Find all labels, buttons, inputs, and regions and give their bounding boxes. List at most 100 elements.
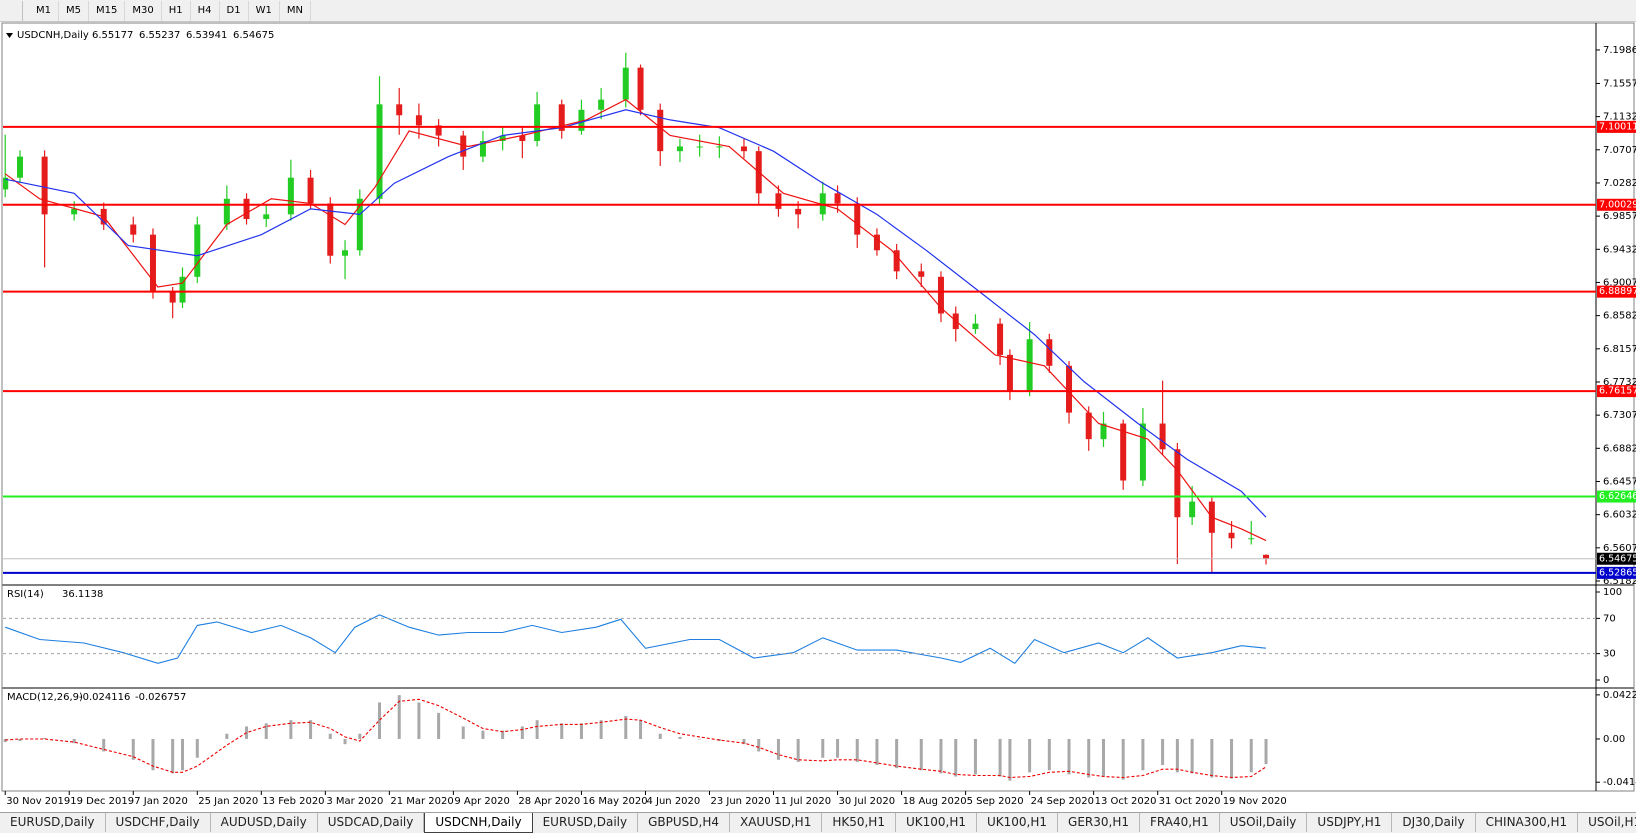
candle-body xyxy=(243,198,250,220)
macd-bar xyxy=(520,726,524,739)
macd-bar xyxy=(3,738,7,743)
candle-body xyxy=(893,250,900,272)
y-tick-label: 7.11325 xyxy=(1603,112,1636,123)
chart-tab[interactable]: CHINA300,H1 xyxy=(1476,813,1579,832)
candle-body xyxy=(716,146,723,148)
macd-bar xyxy=(151,738,155,771)
timeframe-button[interactable]: M5 xyxy=(59,0,89,21)
candle-body xyxy=(1085,412,1092,440)
y-tick-label: 6.81575 xyxy=(1603,344,1636,355)
chart-tab[interactable]: FRA40,H1 xyxy=(1140,813,1220,832)
macd-bar xyxy=(939,738,943,774)
chart-tab[interactable]: UK100,H1 xyxy=(896,813,977,832)
y-tick-label: 6.60325 xyxy=(1603,510,1636,521)
y-tick-label: 6.56075 xyxy=(1603,543,1636,554)
candle-body xyxy=(598,99,605,110)
y-tick-label: 0.042275 xyxy=(1603,690,1636,701)
chart-tab[interactable]: UK100,H1 xyxy=(977,813,1059,832)
chart-tab[interactable]: USDJPY,H1 xyxy=(1307,813,1393,832)
level-label: 7.10011 xyxy=(1599,121,1636,132)
candle-body xyxy=(997,323,1004,355)
chart-tab[interactable]: DJ30,Daily xyxy=(1392,813,1476,832)
macd-bar xyxy=(417,702,421,739)
macd-bar xyxy=(1028,738,1032,773)
level-label: 7.00029 xyxy=(1599,199,1636,210)
macd-bar xyxy=(875,738,879,766)
chart-tab[interactable]: AUDUSD,Daily xyxy=(211,813,318,832)
chart-tab[interactable]: USDCNH,Daily xyxy=(424,813,533,833)
macd-bar xyxy=(954,738,958,777)
candle-body xyxy=(342,250,349,256)
candle-body xyxy=(834,193,841,204)
moving-average xyxy=(5,109,1267,518)
y-tick-label: 7.19865 xyxy=(1603,45,1636,56)
toolbar-icon[interactable] xyxy=(0,0,23,21)
candle-body xyxy=(1026,339,1033,392)
timeframe-button[interactable]: D1 xyxy=(220,0,249,21)
candle-body xyxy=(1228,532,1235,539)
chart-tab[interactable]: XAUUSD,H1 xyxy=(730,813,823,832)
y-tick-label: -0.04148 xyxy=(1603,777,1636,788)
macd-bar xyxy=(437,712,441,739)
ohlc-value: 6.53941 xyxy=(186,30,227,41)
candle-body xyxy=(775,193,782,209)
macd-bar xyxy=(1210,738,1214,778)
symbol-menu-icon[interactable] xyxy=(6,33,13,38)
y-tick-label: 7.02825 xyxy=(1603,178,1636,189)
timeframe-button[interactable]: MN xyxy=(280,0,311,21)
candle-body xyxy=(223,198,230,225)
macd-bar xyxy=(181,738,185,771)
candle-body xyxy=(16,156,23,178)
macd-bar xyxy=(171,738,175,774)
x-tick-label: 5 Sep 2020 xyxy=(967,796,1024,807)
macd-bar xyxy=(579,723,583,739)
timeframe-button[interactable]: M1 xyxy=(29,0,59,21)
y-tick-label: 6.85825 xyxy=(1603,311,1636,322)
candle-body xyxy=(169,292,176,303)
timeframe-button[interactable]: H1 xyxy=(162,0,191,21)
indicator-title: MACD(12,26,9) xyxy=(7,692,83,703)
timeframe-button[interactable]: W1 xyxy=(249,0,280,21)
timeframe-button[interactable]: M15 xyxy=(89,0,126,21)
macd-bar xyxy=(658,733,662,739)
candle-body xyxy=(287,177,294,215)
y-tick-label: 0.00 xyxy=(1603,734,1625,745)
candle-body xyxy=(327,203,334,256)
y-tick-label: 7.15575 xyxy=(1603,78,1636,89)
timeframe-button[interactable]: M30 xyxy=(125,0,162,21)
chart-tab[interactable]: GBPUSD,H4 xyxy=(638,813,730,832)
x-tick-label: 4 Jun 2020 xyxy=(646,796,700,807)
macd-bar xyxy=(973,738,977,775)
indicator-value: -0.026757 xyxy=(135,692,186,703)
chart-tab[interactable]: USDCHF,Daily xyxy=(106,813,211,832)
chart-tab[interactable]: EURUSD,Daily xyxy=(533,813,639,832)
macd-bar xyxy=(678,736,682,739)
y-tick-label: 6.68825 xyxy=(1603,443,1636,454)
candle-body xyxy=(3,177,9,190)
chart-tab[interactable]: USDCAD,Daily xyxy=(318,813,425,832)
macd-bar xyxy=(919,738,923,771)
candle-body xyxy=(396,104,403,116)
chart-tab[interactable]: USOil,H1 xyxy=(1578,813,1636,832)
rsi-line xyxy=(5,614,1267,665)
level-tag xyxy=(1597,566,1636,579)
chart-tab[interactable]: EURUSD,Daily xyxy=(0,813,106,832)
macd-bar xyxy=(343,738,347,745)
x-tick-label: 3 Mar 2020 xyxy=(326,796,383,807)
macd-bar xyxy=(18,738,22,742)
y-tick-label: 6.51825 xyxy=(1603,576,1636,587)
chart-tab[interactable]: USOil,Daily xyxy=(1220,813,1308,832)
x-tick-label: 18 Aug 2020 xyxy=(903,796,967,807)
level-tag xyxy=(1597,198,1636,211)
x-tick-label: 25 Jan 2020 xyxy=(198,796,258,807)
moving-average xyxy=(4,98,1267,542)
ohlc-value: 6.55177 xyxy=(92,30,133,41)
chart-tab[interactable]: GER30,H1 xyxy=(1058,813,1140,832)
chart-tab[interactable]: HK50,H1 xyxy=(822,813,896,832)
candle-body xyxy=(435,125,442,136)
macd-bar xyxy=(195,738,199,758)
macd-bar xyxy=(1175,738,1179,773)
macd-bar xyxy=(1121,738,1125,780)
macd-bar xyxy=(624,716,628,739)
timeframe-button[interactable]: H4 xyxy=(191,0,220,21)
